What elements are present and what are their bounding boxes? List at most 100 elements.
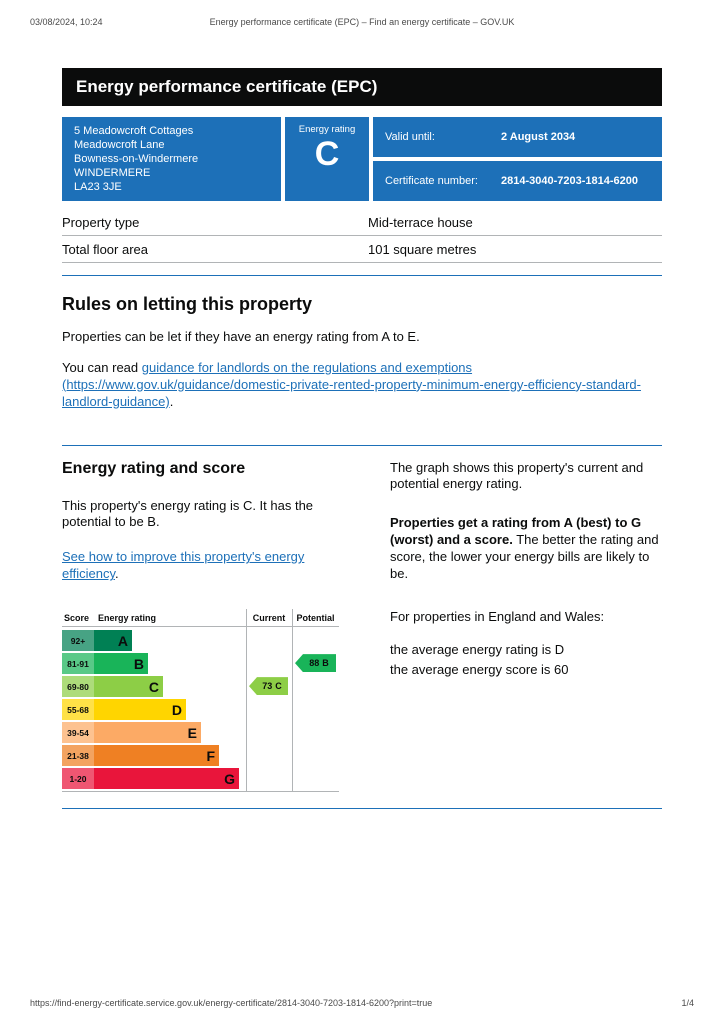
valid-until-row: Valid until: 2 August 2034 (373, 117, 662, 157)
potential-letter: B (322, 658, 329, 669)
page-title-banner: Energy performance certificate (EPC) (62, 68, 662, 106)
property-type-value: Mid-terrace house (368, 209, 662, 236)
band-score-range: 69-80 (62, 676, 94, 698)
certificate-content: Energy performance certificate (EPC) 5 M… (62, 68, 662, 810)
band-letter: F (206, 747, 215, 764)
section-divider (62, 275, 662, 276)
band-letter: C (148, 678, 159, 695)
band-score-range: 21-38 (62, 745, 94, 767)
current-rating-marker: 73 C (249, 677, 288, 696)
average-score-line: the average energy score is 60 (390, 661, 569, 677)
band-bar: E (94, 722, 201, 744)
energy-rating-label: Energy rating (298, 124, 356, 135)
ratings-explainer-rest: The better the rating and score, the low… (390, 532, 659, 582)
current-score: 73 (262, 681, 273, 692)
epc-band-row-g: 1-20 G (62, 768, 339, 790)
epc-chart-body: 92+ A 81-91 B 69-80 C 55-68 (62, 627, 339, 793)
rating-column: Energy rating and score This property's … (62, 460, 362, 793)
address-line: WINDERMERE (74, 167, 151, 180)
section-divider (62, 808, 662, 810)
score-column-header: Score (64, 612, 90, 623)
potential-score: 88 (309, 658, 320, 669)
print-header: 03/08/2024, 10:24 Energy performance cer… (30, 17, 694, 29)
current-letter: C (275, 681, 282, 692)
energy-rating-box: Energy rating C (285, 117, 369, 201)
rating-section-heading: Energy rating and score (62, 459, 246, 477)
band-score-range: 1-20 (62, 768, 94, 790)
letting-rules-heading: Rules on letting this property (62, 294, 313, 314)
band-letter: A (117, 632, 128, 649)
section-divider (62, 444, 662, 446)
energy-rating-value: C (314, 135, 340, 173)
rating-explainer-column: The graph shows this property's current … (390, 460, 662, 793)
band-score-range: 81-91 (62, 653, 94, 675)
epc-band-row-f: 21-38 F (62, 745, 339, 767)
region-line: For properties in England and Wales: (390, 608, 605, 624)
epc-chart-header: Score Energy rating Current Potential (62, 609, 339, 628)
band-bar: G (94, 768, 239, 790)
band-score-range: 55-68 (62, 699, 94, 721)
rating-and-score-section: Energy rating and score This property's … (62, 460, 662, 793)
ratings-explainer: Properties get a rating from A (best) to… (390, 515, 662, 583)
epc-band-row-c: 69-80 C (62, 676, 339, 698)
guidance-suffix: . (169, 393, 174, 409)
epc-band-row-a: 92+ A (62, 630, 339, 652)
potential-column-header: Potential (296, 612, 335, 623)
table-row: Total floor area 101 square metres (62, 235, 662, 263)
print-footer: https://find-energy-certificate.service.… (30, 998, 694, 1008)
certificate-meta: Valid until: 2 August 2034 Certificate n… (373, 117, 662, 201)
letting-rules-guidance: You can read guidance for landlords on t… (62, 360, 662, 411)
letting-rules-intro: Properties can be let if they have an en… (62, 329, 420, 344)
rating-column-header: Energy rating (98, 612, 157, 623)
chart-column-divider (246, 609, 247, 793)
chart-column-divider (292, 609, 293, 793)
address-line: Meadowcroft Lane (74, 139, 165, 152)
improve-paragraph: See how to improve this property's energ… (62, 549, 362, 583)
floor-area-value: 101 square metres (368, 235, 662, 263)
band-bar: D (94, 699, 186, 721)
band-bar: F (94, 745, 219, 767)
band-bar: C (94, 676, 163, 698)
band-letter: B (133, 655, 144, 672)
landlord-guidance-link[interactable]: guidance for landlords on the regulation… (62, 359, 641, 409)
print-page-title: Energy performance certificate (EPC) – F… (209, 17, 515, 27)
footer-url: https://find-energy-certificate.service.… (30, 998, 433, 1008)
certificate-number-value: 2814-3040-7203-1814-6200 (501, 175, 639, 187)
certificate-number-row: Certificate number: 2814-3040-7203-1814-… (373, 161, 662, 201)
print-datetime: 03/08/2024, 10:24 (30, 17, 103, 27)
rating-summary-text: This property's energy rating is C. It h… (62, 497, 314, 530)
certificate-number-label: Certificate number: (385, 175, 478, 187)
epc-chart: Score Energy rating Current Potential 92… (62, 609, 339, 793)
floor-area-label: Total floor area (62, 235, 368, 263)
address-line: 5 Meadowcroft Cottages (74, 125, 194, 137)
epc-band-row-d: 55-68 D (62, 699, 339, 721)
epc-band-row-e: 39-54 E (62, 722, 339, 744)
band-bar: A (94, 630, 132, 652)
potential-rating-marker: 88 B (295, 654, 336, 673)
property-type-label: Property type (62, 209, 368, 236)
band-letter: E (187, 724, 197, 741)
average-rating-line: the average energy rating is D (390, 641, 565, 657)
valid-until-label: Valid until: (385, 131, 435, 143)
property-details-table: Property type Mid-terrace house Total fl… (62, 209, 662, 263)
table-row: Property type Mid-terrace house (62, 209, 662, 236)
improve-suffix: . (115, 566, 119, 582)
band-bar: B (94, 653, 148, 675)
epc-band-row-b: 81-91 B (62, 653, 339, 675)
ratings-explainer-bold: Properties get a rating from A (best) to… (390, 515, 642, 548)
averages-block: the average energy rating is D the avera… (390, 642, 662, 679)
guidance-prefix: You can read (62, 359, 142, 375)
footer-page-number: 1/4 (681, 998, 694, 1008)
property-address: 5 Meadowcroft Cottages Meadowcroft Lane … (62, 117, 281, 201)
address-line: LA23 3JE (74, 181, 122, 194)
band-score-range: 39-54 (62, 722, 94, 744)
valid-until-value: 2 August 2034 (501, 131, 576, 143)
current-column-header: Current (252, 612, 286, 623)
graph-intro-text: The graph shows this property's current … (390, 459, 644, 492)
band-letter: G (224, 770, 235, 787)
band-letter: D (171, 701, 182, 718)
improve-efficiency-link[interactable]: See how to improve this property's energ… (62, 549, 305, 582)
certificate-summary: 5 Meadowcroft Cottages Meadowcroft Lane … (62, 117, 662, 201)
address-line: Bowness-on-Windermere (74, 153, 199, 166)
